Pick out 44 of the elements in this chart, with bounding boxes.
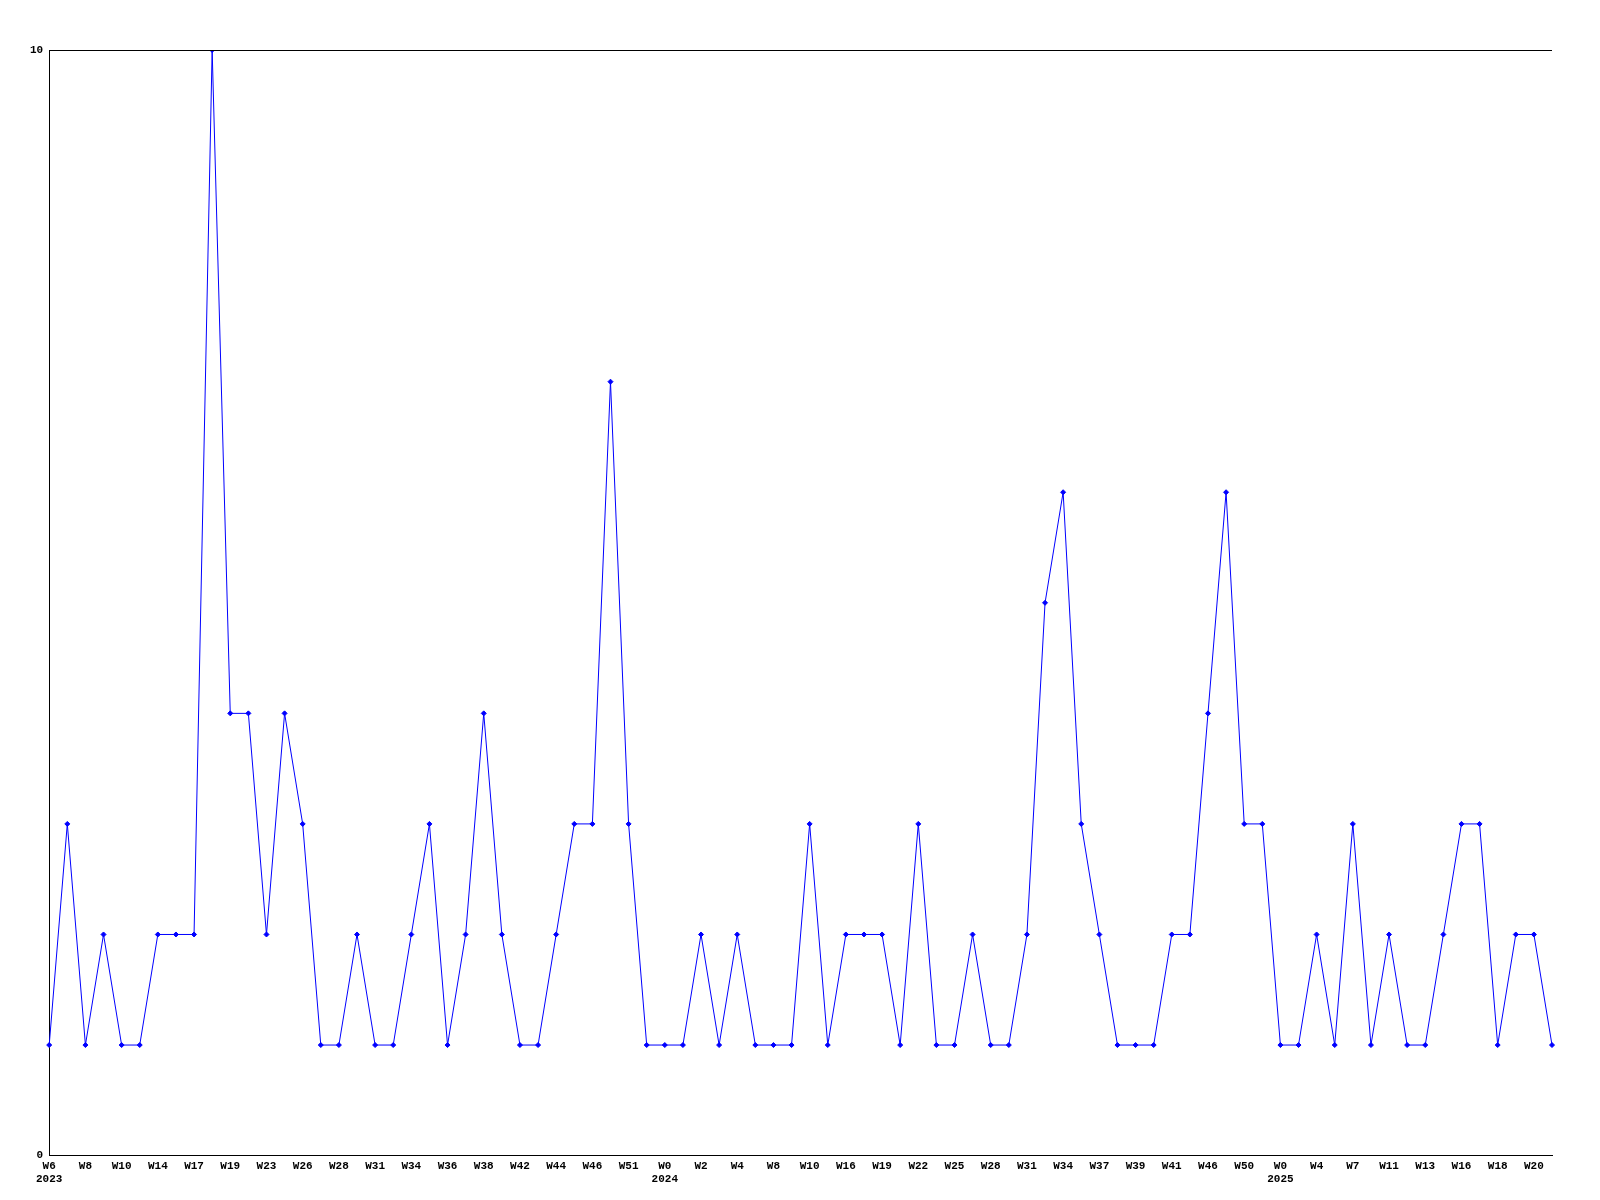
x-tick-label: W8 bbox=[78, 1159, 93, 1172]
x-tick-label: W26 bbox=[292, 1159, 313, 1172]
x-tick-label: W7 bbox=[1346, 1159, 1360, 1172]
x-tick-label: W20 bbox=[1523, 1159, 1544, 1172]
x-tick-label: W39 bbox=[1125, 1159, 1146, 1172]
x-tick-label: W50 bbox=[1234, 1159, 1255, 1172]
x-tick-label: W34 bbox=[401, 1159, 422, 1172]
x-tick-label: W0 2025 bbox=[1267, 1159, 1295, 1186]
x-tick-label: W51 bbox=[618, 1159, 639, 1172]
x-tick-label: W23 bbox=[256, 1159, 277, 1172]
x-tick-label: W6 2023 bbox=[36, 1159, 63, 1186]
x-tick-label: W25 bbox=[944, 1159, 965, 1172]
x-tick-label: W28 bbox=[328, 1159, 350, 1172]
x-tick-label: W19 bbox=[872, 1159, 892, 1172]
x-tick-label: W38 bbox=[473, 1159, 495, 1172]
x-tick-label: W44 bbox=[546, 1159, 567, 1172]
x-tick-label: W0 2024 bbox=[651, 1159, 679, 1186]
x-tick-label: W37 bbox=[1089, 1159, 1110, 1172]
x-tick-label: W10 bbox=[111, 1159, 132, 1172]
x-tick-label: W11 bbox=[1379, 1159, 1400, 1172]
x-tick-label: W28 bbox=[980, 1159, 1002, 1172]
x-tick-label: W4 bbox=[730, 1159, 745, 1172]
x-tick-label: W18 bbox=[1487, 1159, 1508, 1172]
x-tick-label: W13 bbox=[1415, 1159, 1436, 1172]
x-tick-label: W31 bbox=[1017, 1159, 1038, 1172]
x-tick-label: W10 bbox=[799, 1159, 820, 1172]
x-tick-label: W46 bbox=[582, 1159, 603, 1172]
x-tick-label: W17 bbox=[184, 1159, 204, 1172]
y-tick-label: 10 bbox=[30, 43, 44, 56]
y-tick-label: 0 bbox=[36, 1149, 44, 1162]
x-tick-label: W34 bbox=[1053, 1159, 1074, 1172]
x-tick-label: W2 bbox=[694, 1159, 708, 1172]
x-tick-label: W8 bbox=[766, 1159, 781, 1172]
x-tick-label: W16 bbox=[1451, 1159, 1472, 1172]
x-tick-label: W46 bbox=[1198, 1159, 1218, 1172]
x-tick-label: W14 bbox=[147, 1159, 169, 1172]
x-tick-label: W31 bbox=[365, 1159, 386, 1172]
x-tick-label: W19 bbox=[220, 1159, 241, 1172]
x-tick-label: W16 bbox=[835, 1159, 856, 1172]
x-tick-label: W22 bbox=[908, 1159, 929, 1172]
x-tick-label: W4 bbox=[1310, 1159, 1324, 1172]
x-tick-label: W41 bbox=[1161, 1159, 1183, 1172]
x-tick-label: W36 bbox=[437, 1159, 458, 1172]
x-tick-label: W42 bbox=[510, 1159, 530, 1172]
